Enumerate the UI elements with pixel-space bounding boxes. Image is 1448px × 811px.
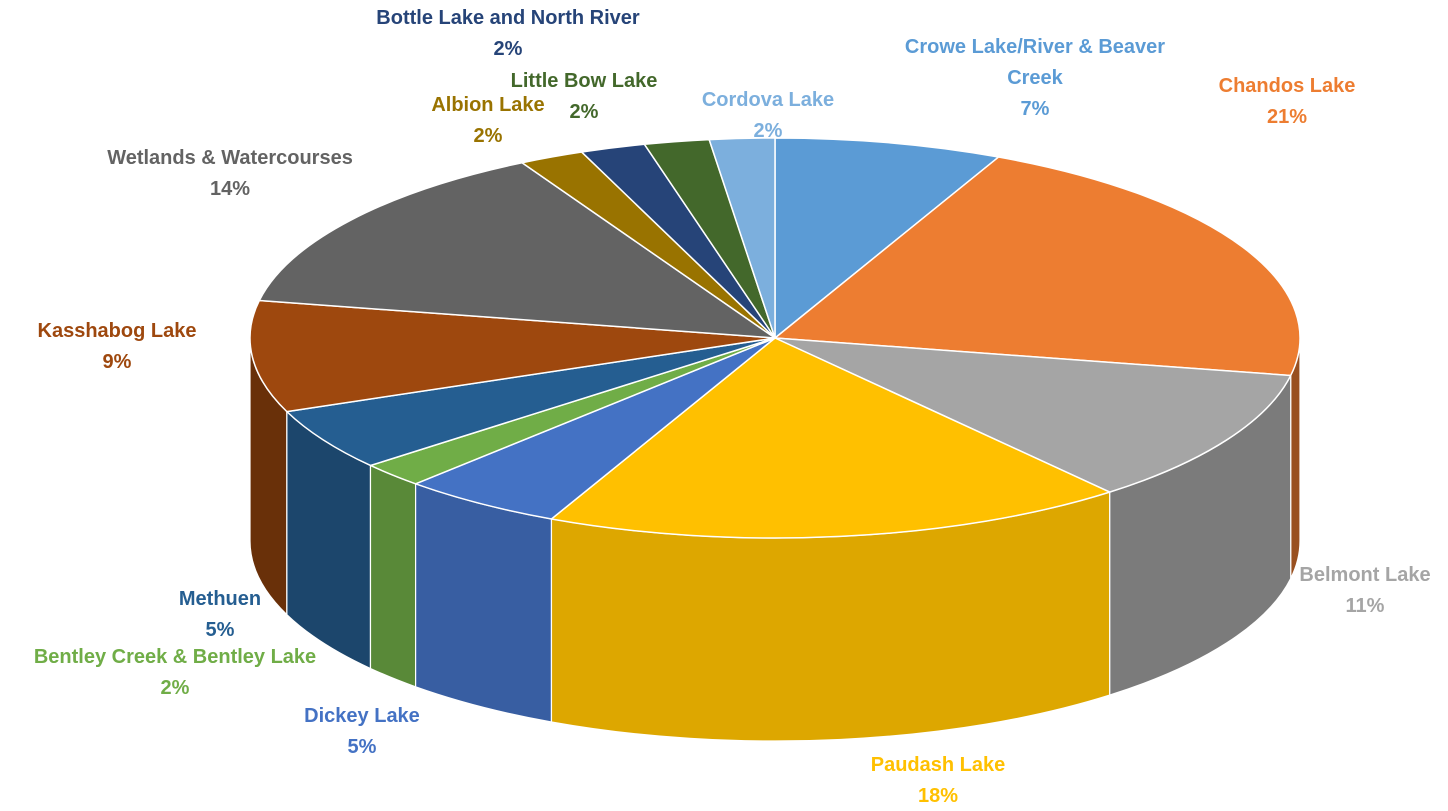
slice-percent: 5% <box>206 619 235 641</box>
data-label-albion-lake: Albion Lake 2% <box>431 94 544 147</box>
slice-name: Bentley Creek & Bentley Lake <box>34 646 316 668</box>
data-label-wetlands-watercourses: Wetlands & Watercourses 14% <box>107 147 353 200</box>
slice-name: Paudash Lake <box>871 754 1006 776</box>
slice-percent: 2% <box>474 125 503 147</box>
slice-name: Methuen <box>179 588 261 610</box>
slice-percent: 2% <box>494 38 523 60</box>
pie-side-dickey-lake <box>415 482 553 723</box>
slice-percent: 2% <box>161 677 190 699</box>
slice-percent: 2% <box>570 101 599 123</box>
slice-percent: 2% <box>754 120 783 142</box>
slice-percent: 14% <box>210 178 250 200</box>
data-label-chandos-lake: Chandos Lake 21% <box>1219 75 1356 128</box>
pie-sides <box>249 337 1301 742</box>
pie-slice-cordova-lake <box>708 137 776 339</box>
data-label-dickey-lake: Dickey Lake 5% <box>304 705 420 758</box>
slice-name: Belmont Lake <box>1299 564 1430 586</box>
slice-name: Cordova Lake <box>702 89 834 111</box>
pie-labels: Crowe Lake/River & Beaver Creek 7% Chandos … <box>34 7 1431 807</box>
slice-name: Little Bow Lake <box>511 70 658 92</box>
slice-name: Wetlands & Watercourses <box>107 147 353 169</box>
slice-percent: 21% <box>1267 106 1307 128</box>
data-label-bentley-creek-bentley-lake: Bentley Creek & Bentley Lake 2% <box>34 646 316 699</box>
slice-percent: 18% <box>918 785 958 807</box>
pie-side-bentley-creek-bentley-lake <box>369 464 417 688</box>
data-label-cordova-lake: Cordova Lake 2% <box>702 89 834 142</box>
pie-slice-wetlands-watercourses <box>258 161 776 339</box>
slice-name: Crowe Lake/River & Beaver <box>905 36 1165 58</box>
data-label-little-bow-lake: Little Bow Lake 2% <box>511 70 658 123</box>
pie-slice-crowe-lake-river-beaver-creek <box>774 137 1000 339</box>
slice-name: Bottle Lake and North River <box>376 7 640 29</box>
slice-name: Chandos Lake <box>1219 75 1356 97</box>
data-label-crowe-lake-river-beaver-creek: Crowe Lake/River & Beaver Creek 7% <box>905 36 1165 120</box>
slice-name: Creek <box>1007 67 1063 89</box>
pie-slice-chandos-lake <box>774 156 1301 377</box>
pie-slice-kasshabog-lake <box>249 299 776 413</box>
pie-top <box>249 137 1301 539</box>
pie-slice-paudash-lake <box>550 337 1111 539</box>
slice-name: Albion Lake <box>431 94 544 116</box>
data-label-belmont-lake: Belmont Lake 11% <box>1299 564 1430 617</box>
pie-slice-methuen <box>286 337 776 467</box>
data-label-kasshabog-lake: Kasshabog Lake 9% <box>38 320 197 373</box>
data-label-methuen: Methuen 5% <box>179 588 261 641</box>
slice-name: Kasshabog Lake <box>38 320 197 342</box>
pie-slice-belmont-lake <box>774 337 1292 493</box>
slice-percent: 11% <box>1346 595 1385 617</box>
slice-percent: 5% <box>348 736 377 758</box>
slice-name: Dickey Lake <box>304 705 420 727</box>
data-label-bottle-lake-and-north-river: Bottle Lake and North River 2% <box>376 7 640 60</box>
pie-slice-dickey-lake <box>414 337 776 520</box>
slice-percent: 9% <box>103 351 132 373</box>
data-label-paudash-lake: Paudash Lake 18% <box>871 754 1006 807</box>
slice-percent: 7% <box>1021 98 1050 120</box>
